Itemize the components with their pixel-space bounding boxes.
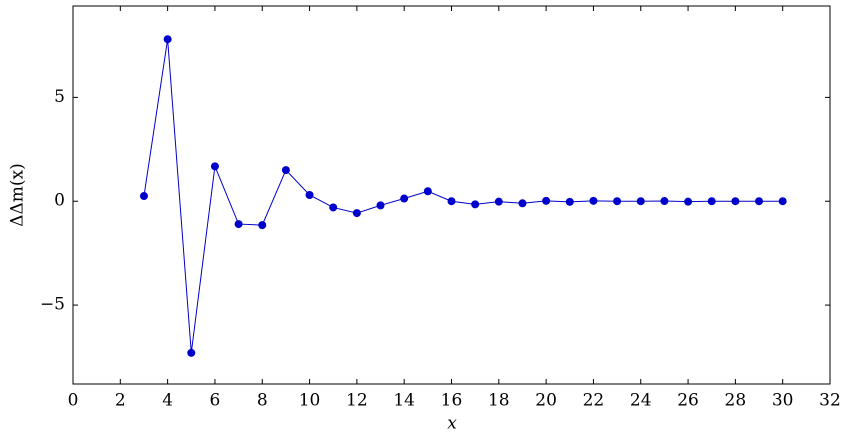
data-point: [778, 197, 787, 206]
data-point: [684, 197, 693, 206]
x-tick-label: 4: [162, 391, 173, 411]
data-point: [352, 209, 361, 218]
data-point: [565, 197, 574, 206]
x-tick-label: 18: [488, 391, 510, 411]
data-point: [400, 194, 409, 203]
series-line: [143, 39, 783, 353]
data-point: [660, 197, 669, 206]
x-tick-label: 12: [346, 391, 368, 411]
data-point: [636, 197, 645, 206]
y-axis-label: ΔΔm(x): [8, 163, 28, 227]
data-point: [234, 220, 243, 229]
x-axis-label: x: [447, 414, 457, 434]
y-tick-label: −5: [40, 295, 65, 315]
x-tick-label: 2: [115, 391, 126, 411]
data-point: [423, 187, 432, 196]
x-tick-label: 28: [725, 391, 747, 411]
x-tick-label: 22: [583, 391, 605, 411]
data-point: [305, 191, 314, 199]
data-point: [707, 197, 716, 206]
x-tick-label: 10: [299, 391, 321, 411]
data-point: [329, 203, 338, 212]
x-tick-label: 0: [68, 391, 79, 411]
data-point: [494, 197, 503, 206]
x-tick-label: 8: [257, 391, 268, 411]
data-point: [187, 348, 196, 357]
x-tick-label: 24: [630, 391, 652, 411]
x-tick-label: 6: [210, 391, 221, 411]
x-tick-label: 32: [819, 391, 841, 411]
data-point: [471, 200, 480, 209]
x-tick-label: 14: [393, 391, 415, 411]
data-point: [589, 196, 598, 205]
y-tick-label: 0: [54, 191, 65, 211]
data-point: [281, 166, 290, 175]
data-point: [542, 196, 551, 205]
x-tick-label: 20: [535, 391, 557, 411]
x-tick-label: 26: [677, 391, 699, 411]
plot-frame: [72, 5, 831, 385]
data-point: [731, 197, 740, 206]
data-point: [163, 35, 172, 44]
data-point: [258, 221, 267, 230]
data-point: [376, 201, 385, 210]
data-point: [518, 199, 527, 208]
x-tick-label: 30: [772, 391, 794, 411]
y-tick-label: 5: [54, 87, 65, 107]
data-point: [755, 197, 764, 206]
x-tick-label: 16: [441, 391, 463, 411]
data-point: [447, 197, 456, 206]
data-point: [210, 162, 219, 171]
data-point: [139, 192, 148, 201]
data-point: [613, 197, 622, 206]
